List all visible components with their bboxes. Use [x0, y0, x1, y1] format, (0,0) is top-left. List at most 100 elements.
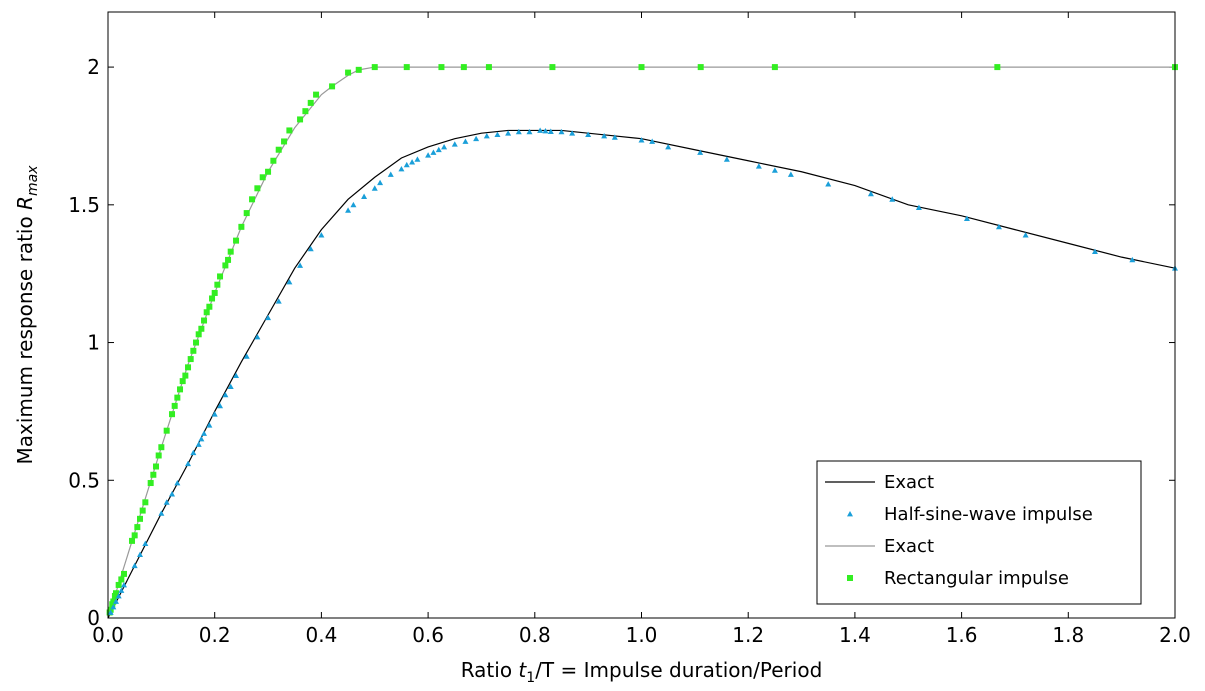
data-point	[994, 64, 1001, 71]
data-point	[222, 391, 229, 398]
data-point	[697, 64, 704, 71]
data-point	[995, 223, 1002, 230]
data-point	[307, 99, 314, 106]
data-point	[611, 134, 618, 140]
data-point	[222, 262, 229, 269]
data-point	[889, 196, 896, 202]
data-point	[171, 402, 178, 409]
data-point	[297, 116, 304, 123]
data-point	[190, 347, 197, 354]
data-point	[355, 66, 362, 73]
data-point	[483, 132, 490, 139]
data-point	[270, 157, 277, 164]
data-point	[403, 161, 410, 168]
data-point	[121, 581, 128, 588]
data-point	[238, 223, 245, 230]
data-point	[243, 210, 250, 217]
data-point	[206, 303, 213, 310]
data-point	[494, 131, 501, 137]
data-point	[225, 256, 232, 263]
data-point	[233, 372, 240, 378]
data-point	[129, 537, 136, 544]
data-point	[206, 422, 213, 428]
data-point	[377, 179, 384, 186]
data-point	[601, 132, 608, 139]
data-point	[515, 128, 522, 135]
data-point	[147, 480, 154, 487]
data-point	[547, 128, 554, 134]
data-point	[113, 598, 120, 604]
legend-box	[816, 460, 1142, 605]
data-point	[201, 430, 208, 436]
data-point	[723, 156, 730, 162]
data-point	[345, 69, 352, 76]
data-point	[265, 168, 272, 175]
data-point	[169, 491, 176, 497]
x-tick-label: 0.6	[412, 623, 444, 647]
data-point	[350, 201, 357, 208]
data-point	[867, 190, 874, 197]
data-point	[771, 167, 778, 173]
data-point	[254, 185, 261, 192]
data-point	[182, 372, 189, 379]
legend-swatch	[847, 575, 853, 581]
data-point	[787, 171, 794, 177]
data-point	[121, 570, 128, 577]
data-point	[195, 331, 202, 338]
data-point	[409, 159, 416, 165]
data-point	[214, 281, 221, 288]
data-point	[537, 127, 544, 133]
data-point	[142, 499, 149, 506]
data-point	[649, 138, 656, 144]
y-tick-label: 1	[87, 331, 100, 355]
data-point	[131, 562, 138, 569]
legend-swatch	[847, 511, 853, 517]
data-point	[195, 441, 202, 447]
series-1	[107, 127, 1178, 615]
data-point	[361, 193, 368, 199]
data-point	[142, 540, 149, 547]
data-point	[217, 273, 224, 280]
data-point	[438, 64, 445, 71]
data-point	[403, 64, 410, 71]
data-point	[665, 143, 672, 150]
data-point	[211, 289, 218, 296]
data-point	[462, 138, 469, 144]
data-point	[286, 278, 293, 285]
data-point	[134, 524, 141, 531]
data-point	[185, 460, 192, 467]
data-point	[177, 386, 184, 393]
x-axis-label-var: t	[518, 658, 527, 682]
x-tick-label: 1.2	[732, 623, 764, 647]
y-tick-label: 2	[87, 55, 100, 79]
x-tick-label: 0.4	[305, 623, 337, 647]
data-point	[638, 137, 645, 143]
series-3	[106, 64, 1178, 616]
data-point	[697, 149, 704, 155]
data-point	[638, 64, 645, 71]
data-point	[169, 411, 176, 418]
data-point	[318, 232, 325, 238]
legend-label-exact-2: Exact	[884, 536, 934, 557]
data-point	[190, 449, 197, 456]
data-point	[915, 204, 922, 210]
data-point	[963, 215, 970, 221]
data-point	[243, 353, 250, 359]
data-point	[275, 298, 282, 304]
x-tick-label: 1.6	[946, 623, 978, 647]
data-point	[193, 339, 200, 346]
data-point	[227, 383, 234, 390]
data-point	[345, 207, 352, 213]
data-point	[371, 64, 378, 71]
y-tick-label: 0.5	[68, 468, 100, 492]
data-point	[198, 435, 205, 442]
data-point	[425, 152, 432, 158]
data-point	[460, 64, 467, 71]
data-point	[1129, 256, 1136, 263]
y-axis-label-sub: max	[25, 165, 41, 196]
x-axis-label-sub: 1	[526, 670, 535, 686]
data-point	[505, 130, 512, 136]
data-point	[542, 127, 549, 134]
data-point	[473, 135, 480, 142]
data-point	[227, 248, 234, 255]
